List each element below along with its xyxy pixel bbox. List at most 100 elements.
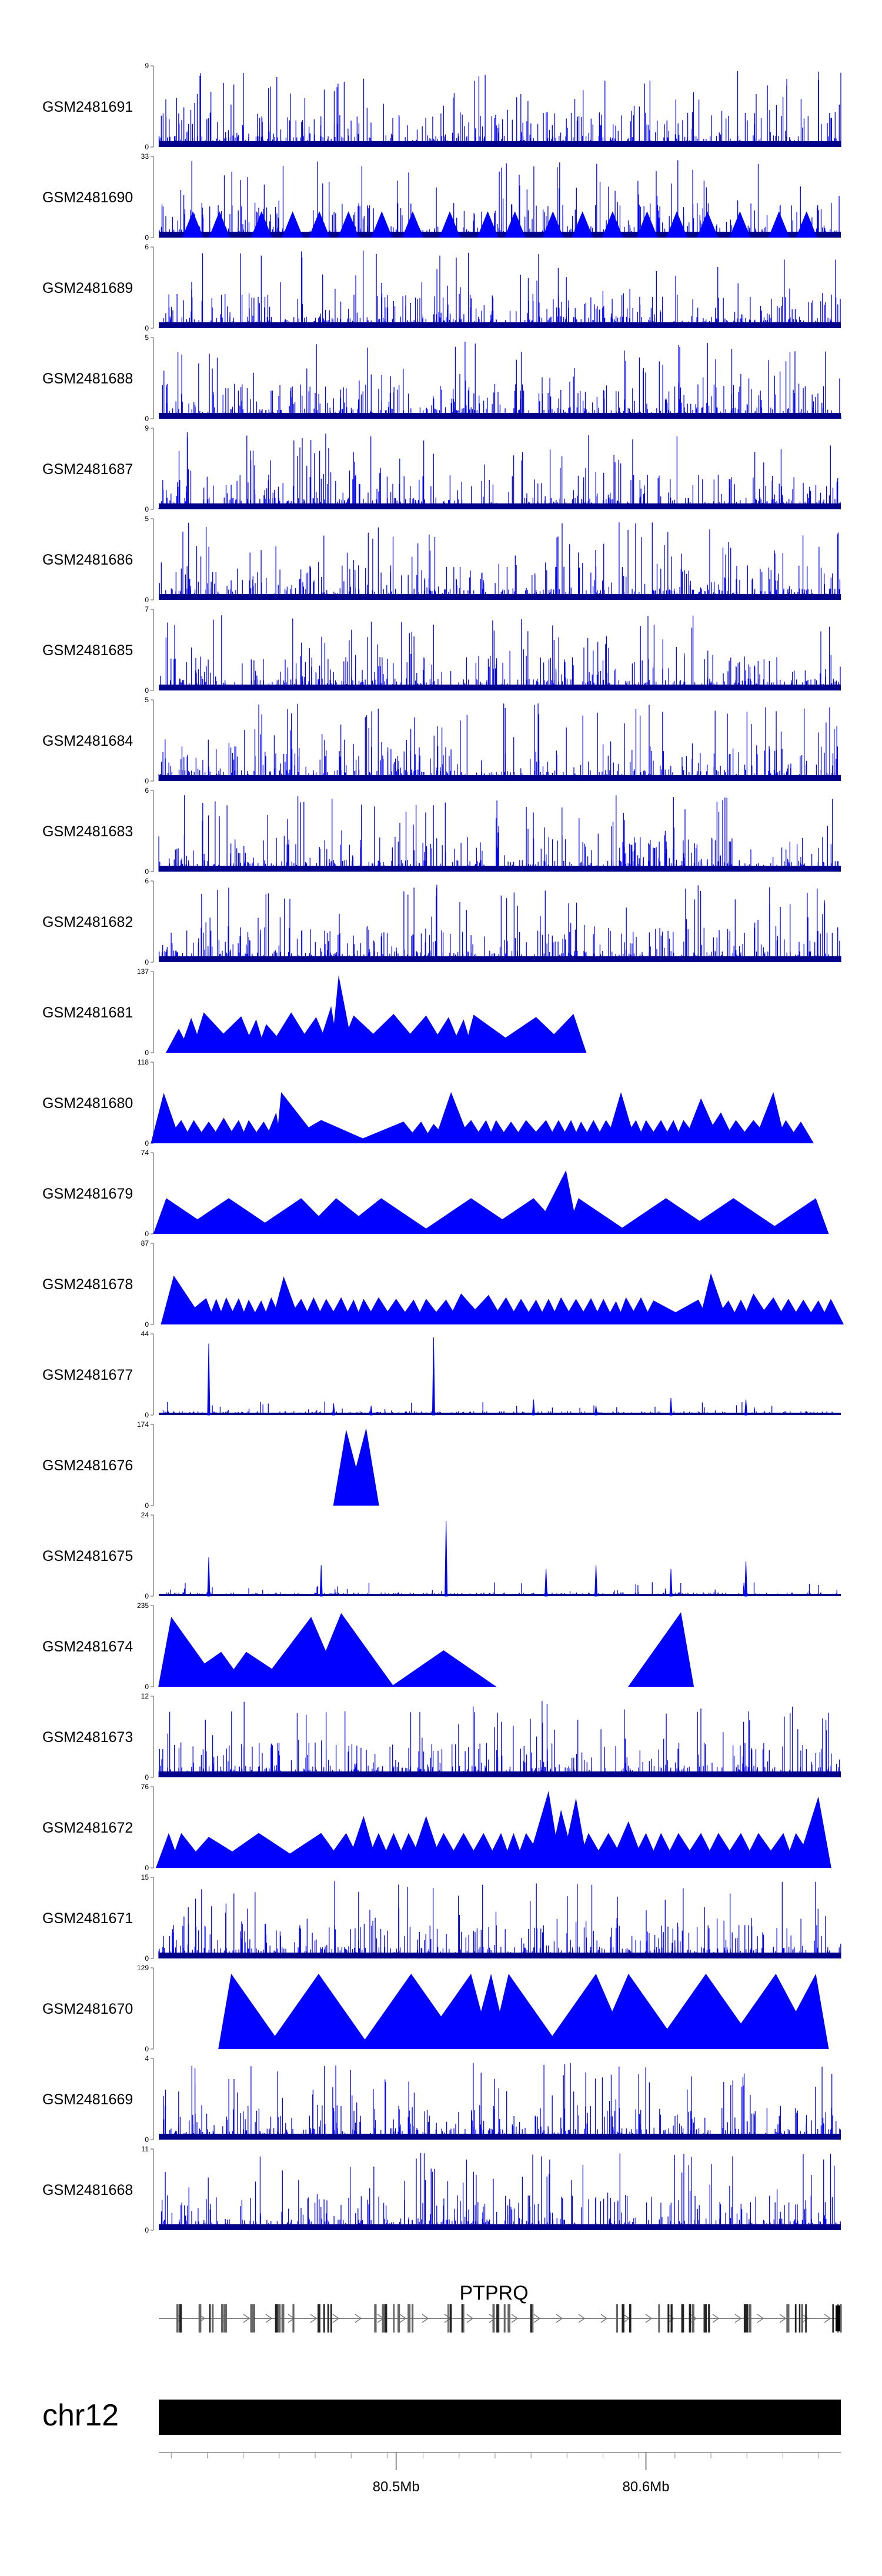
exon — [449, 2304, 452, 2333]
coverage-peak — [218, 1974, 285, 2049]
coverage-peak — [544, 1569, 548, 1597]
exon — [691, 2304, 694, 2333]
coverage-peak — [669, 1397, 673, 1416]
coverage-peak — [207, 1557, 211, 1597]
exon — [805, 2304, 807, 2333]
strand-arrow — [243, 2314, 250, 2323]
strand-arrow — [422, 2314, 429, 2323]
y-axis-min-label: 0 — [145, 1773, 149, 1781]
track-label: GSM2481686 — [42, 552, 133, 568]
coverage-peak — [606, 1092, 636, 1143]
track-label: GSM2481689 — [42, 280, 133, 296]
track-label: GSM2481679 — [42, 1186, 133, 1202]
track: GSM2481673 12 0 — [42, 1692, 841, 1781]
strand-arrow — [757, 2314, 764, 2323]
coverage-bars — [158, 71, 841, 147]
strand-arrow — [265, 2314, 273, 2323]
y-axis-max-label: 24 — [141, 1511, 149, 1519]
coverage-bars — [161, 2153, 841, 2230]
coverage-peak — [776, 1974, 829, 2049]
exon — [384, 2304, 387, 2333]
coverage-bars — [163, 2063, 841, 2140]
track-label: GSM2481669 — [42, 2091, 133, 2108]
strand-arrow — [310, 2314, 318, 2323]
coverage-peak — [533, 1170, 579, 1234]
coverage-baseline — [159, 866, 841, 872]
coverage-peak — [268, 1833, 346, 1868]
y-axis-max-label: 44 — [141, 1330, 149, 1338]
coverage-peak — [532, 1399, 535, 1416]
y-axis-max-label: 5 — [145, 333, 149, 342]
y-axis-max-label: 129 — [137, 1964, 149, 1972]
y-axis-max-label: 9 — [145, 62, 149, 70]
coverage-peak — [594, 1565, 598, 1597]
coverage-bars — [160, 615, 841, 690]
track: GSM2481682 6 0 — [42, 877, 841, 966]
coverage-peak — [594, 1406, 598, 1416]
y-axis-min-label: 0 — [145, 1864, 149, 1872]
exon — [212, 2304, 214, 2333]
coverage-baseline — [159, 775, 841, 781]
track: GSM2481670 129 0 — [42, 1964, 829, 2053]
y-axis-max-label: 76 — [141, 1783, 149, 1791]
coverage-peak — [433, 1092, 472, 1143]
coverage-peak — [332, 1403, 335, 1416]
y-axis-max-label: 6 — [145, 786, 149, 795]
strand-arrow — [399, 2314, 407, 2323]
y-axis-max-label: 7 — [145, 605, 149, 613]
track: GSM2481686 5 0 — [42, 515, 841, 604]
track-label: GSM2481677 — [42, 1367, 133, 1383]
y-axis-min-label: 0 — [145, 958, 149, 966]
coverage-peak — [390, 1650, 497, 1687]
y-axis-min-label: 0 — [145, 1049, 149, 1057]
coverage-peak — [796, 1796, 831, 1868]
coverage-peak — [753, 1092, 786, 1143]
exon — [220, 2304, 223, 2333]
y-axis-max-label: 15 — [141, 1873, 149, 1881]
y-axis-max-label: 33 — [141, 152, 149, 161]
track: GSM2481678 87 0 — [42, 1239, 844, 1329]
y-axis-min-label: 0 — [145, 415, 149, 423]
track: GSM2481683 6 0 — [42, 786, 841, 876]
strand-arrow — [578, 2314, 586, 2323]
exon — [463, 2304, 465, 2333]
y-axis-min-label: 0 — [145, 1411, 149, 1419]
track: GSM2481684 5 0 — [42, 696, 841, 785]
coverage-bars — [158, 703, 838, 781]
ideogram-track: chr12 — [42, 2398, 841, 2435]
strand-arrow — [645, 2314, 653, 2323]
exon — [323, 2304, 325, 2333]
y-axis-max-label: 137 — [137, 967, 149, 976]
track-label: GSM2481684 — [42, 733, 133, 749]
x-tick-label: 80.5Mb — [373, 2479, 420, 2495]
y-axis-max-label: 87 — [141, 1239, 149, 1247]
exon — [447, 2304, 449, 2333]
exon — [743, 2304, 747, 2333]
track-label: GSM2481672 — [42, 1820, 133, 1836]
y-axis-min-label: 0 — [145, 233, 149, 242]
y-axis-min-label: 0 — [145, 2135, 149, 2144]
strand-arrow — [533, 2314, 541, 2323]
track: GSM2481679 74 0 — [42, 1149, 829, 1238]
y-axis-max-label: 9 — [145, 424, 149, 432]
y-axis-min-label: 0 — [145, 777, 149, 785]
y-axis-max-label: 118 — [138, 1058, 149, 1066]
coverage-peak — [265, 1974, 372, 2049]
exon — [223, 2304, 226, 2333]
y-axis-max-label: 4 — [145, 2054, 149, 2063]
track-label: GSM2481680 — [42, 1095, 133, 1112]
y-axis-max-label: 74 — [141, 1149, 149, 1157]
exon — [250, 2304, 253, 2333]
track: GSM2481668 11 0 — [42, 2145, 841, 2234]
exon — [393, 2304, 395, 2333]
exon — [704, 2304, 707, 2333]
coverage-peak — [491, 1974, 562, 2049]
strand-arrow — [779, 2314, 787, 2323]
exon — [492, 2304, 495, 2333]
y-axis-min-label: 0 — [145, 1954, 149, 1963]
exon — [408, 2304, 411, 2333]
exon — [292, 2304, 295, 2333]
track: GSM2481671 15 0 — [42, 1873, 841, 1963]
coverage-peak — [336, 1198, 435, 1234]
